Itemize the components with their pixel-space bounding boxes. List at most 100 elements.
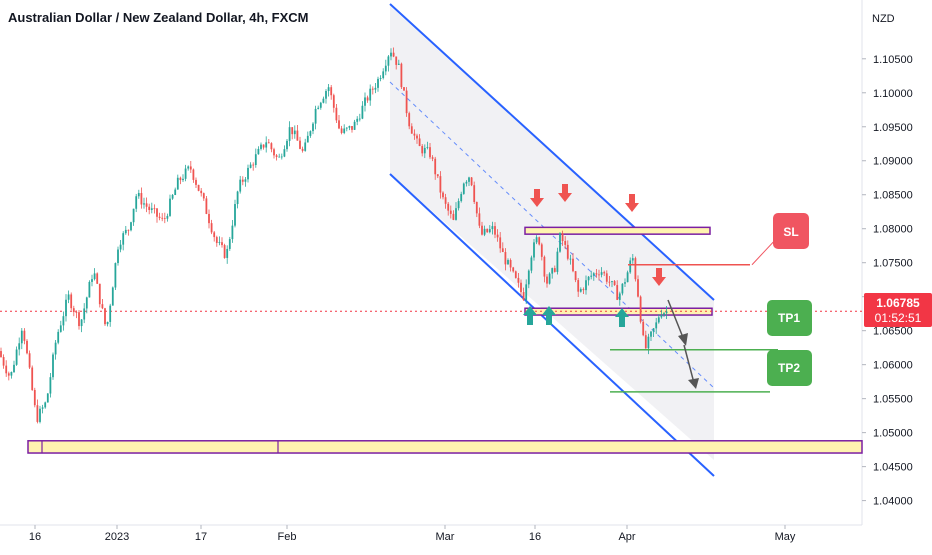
candle-body	[312, 123, 314, 132]
candle-body	[28, 353, 31, 368]
descending-channel[interactable]	[389, 3, 715, 477]
sl-label: SL	[783, 225, 798, 239]
candle-body	[192, 169, 195, 180]
candle-body	[0, 351, 2, 358]
candle-body	[465, 181, 468, 184]
candle-body	[369, 88, 372, 101]
candle-body	[197, 184, 200, 191]
candle-body	[293, 130, 296, 135]
projection-arrow-head	[678, 333, 688, 346]
buy-arrow-head	[523, 306, 537, 315]
candle-body	[410, 126, 413, 134]
candle-body	[431, 157, 434, 159]
sell-arrow-shaft	[656, 268, 662, 277]
candle-body	[436, 174, 439, 177]
candle-body	[416, 135, 418, 139]
candle-body	[457, 201, 460, 209]
candle-body	[158, 216, 161, 218]
candle-body	[319, 102, 322, 108]
current-price-tag[interactable]: 1.06785 01:52:51	[864, 293, 932, 327]
candle-body	[78, 312, 80, 327]
candle-body	[169, 198, 171, 216]
candle-body	[455, 208, 457, 220]
candle-body	[135, 196, 138, 209]
candle-body	[265, 142, 268, 148]
zones[interactable]	[0, 226, 863, 454]
candle-body	[514, 271, 517, 278]
candle-body	[57, 331, 60, 343]
candle-body	[23, 330, 26, 341]
candle-body	[423, 147, 426, 154]
candle-body	[556, 251, 559, 272]
price-tick-label: 1.04500	[873, 462, 913, 474]
candle-body	[405, 90, 408, 114]
price-axis[interactable]: 1.10500 1.10000 1.09500 1.09000 1.08500 1.080…	[861, 0, 913, 525]
candle-body	[644, 335, 647, 349]
candle-body	[41, 407, 44, 409]
candle-body	[494, 226, 496, 235]
candle-body	[67, 294, 70, 300]
candle-body	[288, 127, 291, 141]
time-tick-label: May	[775, 531, 796, 543]
candle-body	[408, 113, 411, 127]
candle-body	[384, 65, 387, 72]
candle-body	[210, 223, 213, 233]
channel-upper-line	[389, 3, 715, 301]
time-tick-label: 16	[529, 531, 541, 543]
candle-body	[332, 95, 335, 108]
candle-body	[104, 308, 106, 325]
candle-body	[70, 294, 73, 309]
candle-body	[306, 135, 309, 143]
candle-body	[226, 248, 229, 258]
candle-body	[122, 233, 125, 245]
candle-body	[176, 177, 179, 190]
candle-body	[421, 146, 424, 154]
candle-body	[72, 308, 75, 313]
candle-body	[148, 206, 151, 210]
candle-body	[481, 225, 483, 235]
price-tick-label: 1.05000	[873, 428, 913, 440]
candle-body	[239, 179, 242, 192]
price-tick-label: 1.08500	[873, 190, 913, 202]
candle-body	[483, 228, 486, 235]
candle-body	[163, 218, 166, 219]
candle-body	[657, 317, 660, 323]
candle-body	[621, 283, 624, 294]
price-tick-label: 1.04000	[873, 496, 913, 508]
candle-body	[637, 279, 639, 297]
candle-body	[608, 281, 611, 283]
candle-body	[85, 297, 88, 309]
sell-arrow-head	[652, 277, 666, 286]
candle-body	[330, 87, 333, 96]
candle-body	[356, 118, 359, 122]
candle-body	[553, 268, 556, 272]
candle-body	[132, 208, 135, 223]
candle-body	[189, 166, 192, 170]
candle-body	[650, 331, 652, 337]
candle-body	[374, 87, 377, 90]
candle-body	[351, 126, 353, 130]
candle-body	[283, 149, 286, 157]
candle-body	[390, 52, 392, 57]
candle-body	[267, 142, 270, 144]
sell-arrow-head	[530, 198, 544, 207]
candle-body	[582, 289, 585, 291]
candle-body	[260, 144, 262, 149]
candle-body	[296, 130, 299, 141]
candle-body	[187, 166, 190, 169]
countdown-label: 01:52:51	[875, 311, 922, 325]
candle-body	[616, 285, 619, 300]
sell-arrow-shaft	[534, 189, 540, 198]
buy-arrow-head	[615, 308, 629, 317]
candle-body	[327, 87, 330, 92]
candle-body	[358, 118, 361, 120]
candle-body	[317, 107, 320, 109]
candle-body	[208, 213, 210, 224]
candle-body	[236, 191, 239, 205]
candle-body	[366, 97, 369, 101]
time-tick-label: 2023	[105, 531, 129, 543]
candle-body	[559, 233, 561, 252]
annotations[interactable]: SL TP1 TP2	[523, 184, 812, 393]
time-axis[interactable]: 16 2023 17 Feb Mar 16 Apr May	[0, 524, 862, 543]
